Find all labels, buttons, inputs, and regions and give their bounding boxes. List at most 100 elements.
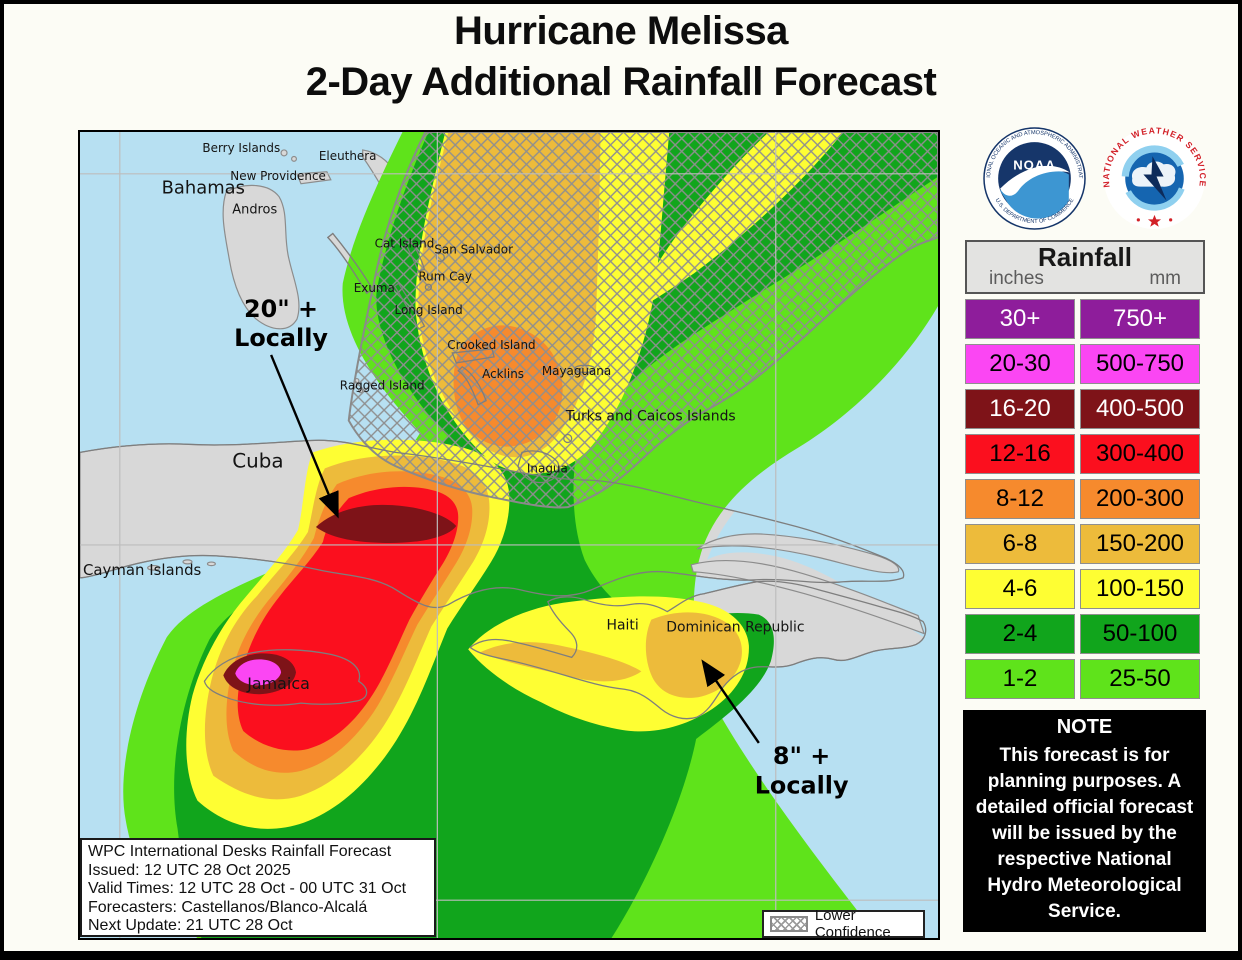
info-line-forecasters: Forecasters: Castellanos/Blanco-Alcalá	[88, 898, 368, 916]
graticule	[80, 132, 938, 938]
label-long-island: Long Island	[395, 303, 463, 317]
label-new-providence: New Providence	[230, 169, 326, 183]
label-cuba: Cuba	[232, 449, 283, 472]
page-title: Hurricane Melissa 2-Day Additional Rainf…	[0, 6, 1242, 108]
legend-cell-mm: 50-100	[1080, 614, 1200, 654]
legend-header: Rainfall inches mm	[965, 240, 1205, 294]
label-jamaica: Jamaica	[246, 674, 310, 693]
rain-core-20-30-jamaica	[235, 659, 282, 686]
annotation-east-max-line1: 8" +	[773, 742, 830, 770]
legend-row: 4-6 100-150	[965, 569, 1205, 609]
info-line-issued: Issued: 12 UTC 28 Oct 2025	[88, 861, 291, 879]
legend-cell-inches: 12-16	[965, 434, 1075, 474]
legend-row: 8-12 200-300	[965, 479, 1205, 519]
rain-hispaniola-6-8-west	[480, 642, 642, 682]
label-cayman-islands: Cayman Islands	[83, 561, 202, 579]
noaa-seabird-icon	[1000, 165, 1070, 196]
legend-row: 1-2 25-50	[965, 659, 1205, 699]
label-bahamas: Bahamas	[162, 178, 245, 199]
legend-title: Rainfall	[1038, 242, 1132, 272]
label-san-salvador: San Salvador	[434, 242, 513, 256]
annotation-west-max-line1: 20" +	[244, 295, 318, 323]
legend-cell-inches: 16-20	[965, 389, 1075, 429]
rain-core-16-20-cuba	[315, 504, 457, 543]
legend-row: 30+ 750+	[965, 299, 1205, 339]
noaa-logo: NOAA NATIONAL OCEANIC AND ATMOSPHERIC AD…	[983, 127, 1086, 230]
legend-cell-mm: 200-300	[1080, 479, 1200, 519]
legend-cell-inches: 20-30	[965, 344, 1075, 384]
nws-stars	[1136, 214, 1173, 227]
label-acklins: Acklins	[482, 367, 524, 381]
label-dominican-republic: Dominican Republic	[666, 620, 804, 636]
label-exuma: Exuma	[354, 281, 395, 295]
annotation-west-max-line2: Locally	[234, 324, 328, 352]
label-cat-island: Cat Island	[375, 236, 435, 250]
legend-row: 12-16 300-400	[965, 434, 1205, 474]
label-eleuthera: Eleuthera	[319, 149, 377, 163]
note-body: This forecast is for planning purposes. …	[975, 745, 1194, 923]
legend-cell-inches: 1-2	[965, 659, 1075, 699]
legend-cell-mm: 500-750	[1080, 344, 1200, 384]
new-providence-island	[296, 171, 332, 185]
legend-cell-inches: 4-6	[965, 569, 1075, 609]
legend-cell-mm: 150-200	[1080, 524, 1200, 564]
label-inagua: Inagua	[527, 461, 568, 475]
berry-island-1	[280, 149, 288, 157]
label-andros: Andros	[232, 203, 277, 218]
lower-confidence-region	[347, 132, 938, 509]
legend-row: 6-8 150-200	[965, 524, 1205, 564]
label-mayaguana: Mayaguana	[542, 364, 611, 378]
ocean-bottom-right	[864, 654, 938, 938]
info-line-next-update: Next Update: 21 UTC 28 Oct	[88, 917, 293, 935]
label-ragged-island: Ragged Island	[340, 379, 425, 393]
nws-lightning-icon	[1143, 156, 1167, 201]
legend-col-mm: mm	[1149, 268, 1181, 289]
legend-col-inches: inches	[989, 268, 1044, 289]
note-box: NOTE This forecast is for planning purpo…	[963, 710, 1206, 932]
cayman-islands-land	[147, 559, 216, 571]
legend-cell-mm: 100-150	[1080, 569, 1200, 609]
ne-dr-coast-strip	[690, 559, 926, 635]
legend-cell-mm: 25-50	[1080, 659, 1200, 699]
hatch-swatch	[770, 916, 808, 932]
label-haiti: Haiti	[607, 618, 639, 634]
legend-cell-inches: 2-4	[965, 614, 1075, 654]
nws-logo: NATIONAL WEATHER SERVICE	[1103, 127, 1206, 229]
lower-confidence-key: Lower Confidence	[762, 907, 925, 941]
label-crooked-island: Crooked Island	[447, 338, 535, 352]
title-line-2: 2-Day Additional Rainfall Forecast	[305, 60, 937, 105]
legend-row: 2-4 50-100	[965, 614, 1205, 654]
label-turks-caicos: Turks and Caicos Islands	[565, 409, 736, 425]
legend-row: 16-20 400-500	[965, 389, 1205, 429]
annotation-east-arrow	[701, 659, 760, 744]
legend-cell-mm: 750+	[1080, 299, 1200, 339]
legend-cell-mm: 400-500	[1080, 389, 1200, 429]
legend-cell-mm: 300-400	[1080, 434, 1200, 474]
legend-cell-inches: 8-12	[965, 479, 1075, 519]
note-title: NOTE	[1056, 716, 1113, 738]
berry-island-2	[291, 155, 297, 162]
label-berry-islands: Berry Islands	[202, 141, 280, 155]
legend-row: 20-30 500-750	[965, 344, 1205, 384]
rainfall-legend: Rainfall inches mm 30+ 750+ 20-30 500-750 16…	[965, 240, 1205, 704]
info-line-source: WPC International Desks Rainfall Forecas…	[88, 843, 392, 860]
rainfall-map: Bahamas Berry Islands New Providence Ele…	[78, 130, 940, 940]
forecast-info-box: WPC International Desks Rainfall Forecas…	[80, 838, 436, 937]
lower-confidence-label: Lower Confidence	[814, 907, 891, 941]
legend-cell-inches: 30+	[965, 299, 1075, 339]
place-labels: Bahamas Berry Islands New Providence Ele…	[83, 141, 805, 693]
title-line-1: Hurricane Melissa	[454, 9, 788, 53]
annotation-east-max-line2: Locally	[755, 772, 849, 800]
legend-rows: 30+ 750+ 20-30 500-750 16-20 400-500 12-16 300-…	[965, 299, 1205, 699]
info-line-valid: Valid Times: 12 UTC 28 Oct - 00 UTC 31 O…	[88, 880, 407, 898]
andros-island	[222, 184, 300, 330]
legend-cell-inches: 6-8	[965, 524, 1075, 564]
rain-core-12-16	[237, 486, 459, 751]
map-canvas: Bahamas Berry Islands New Providence Ele…	[80, 132, 938, 938]
label-rum-cay: Rum Cay	[418, 269, 471, 283]
annotation-west-arrow	[270, 354, 339, 519]
east-cuba-coast-strip	[696, 533, 900, 574]
coastlines	[80, 232, 927, 720]
noaa-acronym: NOAA	[1013, 157, 1056, 172]
